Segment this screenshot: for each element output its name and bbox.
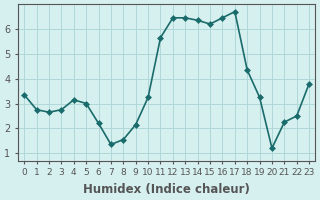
X-axis label: Humidex (Indice chaleur): Humidex (Indice chaleur) <box>83 183 250 196</box>
